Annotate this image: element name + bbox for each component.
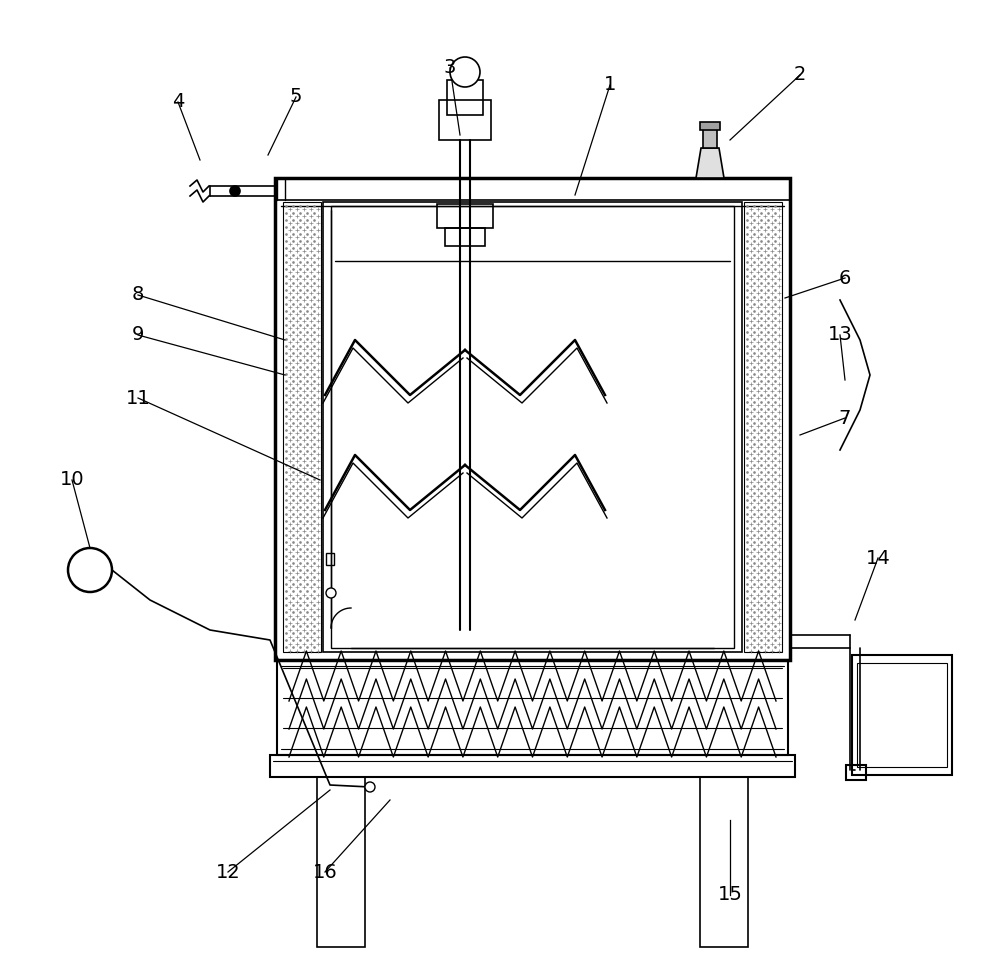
Bar (317, 777, 365, 947)
Text: 8: 8 (132, 286, 144, 304)
Text: 7: 7 (839, 408, 851, 428)
Text: 16: 16 (313, 862, 337, 882)
Bar (703, 128, 717, 148)
Bar (323, 202, 742, 652)
Bar (331, 206, 734, 648)
Text: 6: 6 (839, 268, 851, 288)
Text: 13: 13 (828, 326, 852, 344)
Text: 3: 3 (444, 58, 456, 78)
Text: 10: 10 (60, 470, 84, 490)
Bar (852, 655, 952, 775)
Bar (857, 663, 947, 767)
Bar (437, 204, 493, 228)
Text: 1: 1 (604, 76, 616, 94)
Polygon shape (696, 148, 724, 178)
Text: 15: 15 (718, 885, 742, 905)
Bar (700, 122, 720, 130)
Text: 12: 12 (216, 862, 240, 882)
Bar (326, 553, 334, 565)
Bar (445, 228, 485, 246)
Bar (439, 100, 491, 140)
Bar (270, 755, 795, 777)
Circle shape (68, 548, 112, 592)
Text: 5: 5 (290, 87, 302, 107)
Circle shape (230, 186, 240, 196)
Bar (846, 765, 866, 780)
Circle shape (326, 588, 336, 598)
Bar (283, 202, 321, 652)
Bar (275, 178, 790, 660)
Bar (744, 202, 782, 652)
Circle shape (365, 782, 375, 792)
Bar (447, 80, 483, 115)
Text: 2: 2 (794, 65, 806, 85)
Text: 14: 14 (866, 548, 890, 568)
Circle shape (450, 57, 480, 87)
Bar (277, 660, 788, 755)
Bar (700, 777, 748, 947)
Text: 11: 11 (126, 389, 150, 407)
Text: 4: 4 (172, 92, 184, 112)
Text: 9: 9 (132, 326, 144, 344)
